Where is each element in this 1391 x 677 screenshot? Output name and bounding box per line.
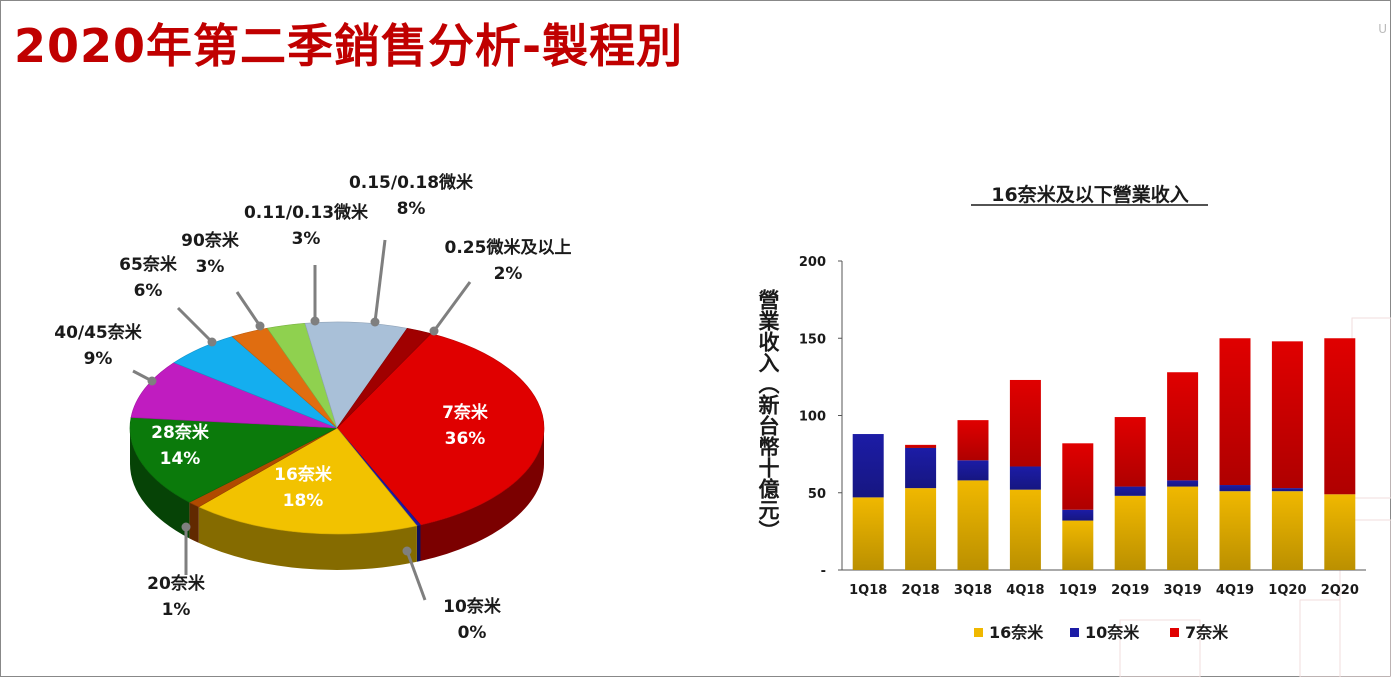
- pie-label-pct: 0%: [458, 623, 487, 643]
- pie-label-name: 40/45奈米: [54, 322, 143, 343]
- pie-leader-dot: [402, 546, 412, 556]
- pie-leader-dot: [255, 321, 265, 331]
- slide-title: 2020年第二季銷售分析-製程別: [14, 19, 684, 73]
- pie-label-pct: 8%: [397, 199, 426, 219]
- pie-label-pct: 6%: [134, 281, 163, 301]
- pie-label-pct: 9%: [84, 349, 113, 369]
- pie-leader-line: [235, 291, 262, 327]
- pie-slice-0: [336, 333, 545, 526]
- pie-leader-dot: [310, 316, 320, 326]
- pie-leader-line: [405, 550, 427, 601]
- pie-label-name: 28奈米: [151, 422, 210, 443]
- pie-label-name: 20奈米: [147, 573, 206, 594]
- pie-label-pct: 36%: [445, 429, 486, 449]
- pie-leader-line: [432, 281, 472, 332]
- pie-label-name: 0.11/0.13微米: [244, 202, 369, 223]
- pie-leader-dot: [429, 326, 439, 336]
- pie-label-name: 90奈米: [181, 230, 240, 251]
- pie-label-name: 0.15/0.18微米: [349, 172, 474, 193]
- pie-side-2: [198, 506, 417, 570]
- pie-label-pct: 14%: [160, 449, 201, 469]
- pie-leader-dot: [181, 522, 191, 532]
- pie-label-name: 65奈米: [119, 254, 178, 275]
- pie-label-pct: 3%: [292, 229, 321, 249]
- pie-slice-4: [129, 417, 339, 503]
- pie-leader-dot: [207, 337, 217, 347]
- pie-label-name: 10奈米: [443, 596, 502, 617]
- pie-label-name: 16奈米: [274, 464, 333, 485]
- pie-slice-5: [130, 362, 338, 429]
- pie-side-3: [189, 502, 199, 543]
- pie-label-pct: 3%: [196, 257, 225, 277]
- pie-label-pct: 1%: [162, 600, 191, 620]
- pie-leader-line: [373, 239, 387, 323]
- pie-leader-dot: [147, 376, 157, 386]
- pie-slice-9: [304, 321, 408, 429]
- pie-label-pct: 2%: [494, 264, 523, 284]
- logo-fragment: U: [1378, 22, 1387, 36]
- pie-chart: 7奈米 36% 10奈米 0% 16奈米 18% 20奈米 1% 28奈米 14% 40/45奈米 9…: [54, 172, 572, 643]
- pie-label-name: 0.25微米及以上: [445, 237, 572, 258]
- pie-label-pct: 18%: [283, 491, 324, 511]
- pie-label-name: 7奈米: [442, 402, 489, 423]
- pie-slice-2: [198, 427, 418, 535]
- pie-side-1: [416, 524, 421, 562]
- pie-leader-line: [176, 306, 214, 344]
- pie-leader-dot: [370, 317, 380, 327]
- pie-side-0: [420, 428, 544, 561]
